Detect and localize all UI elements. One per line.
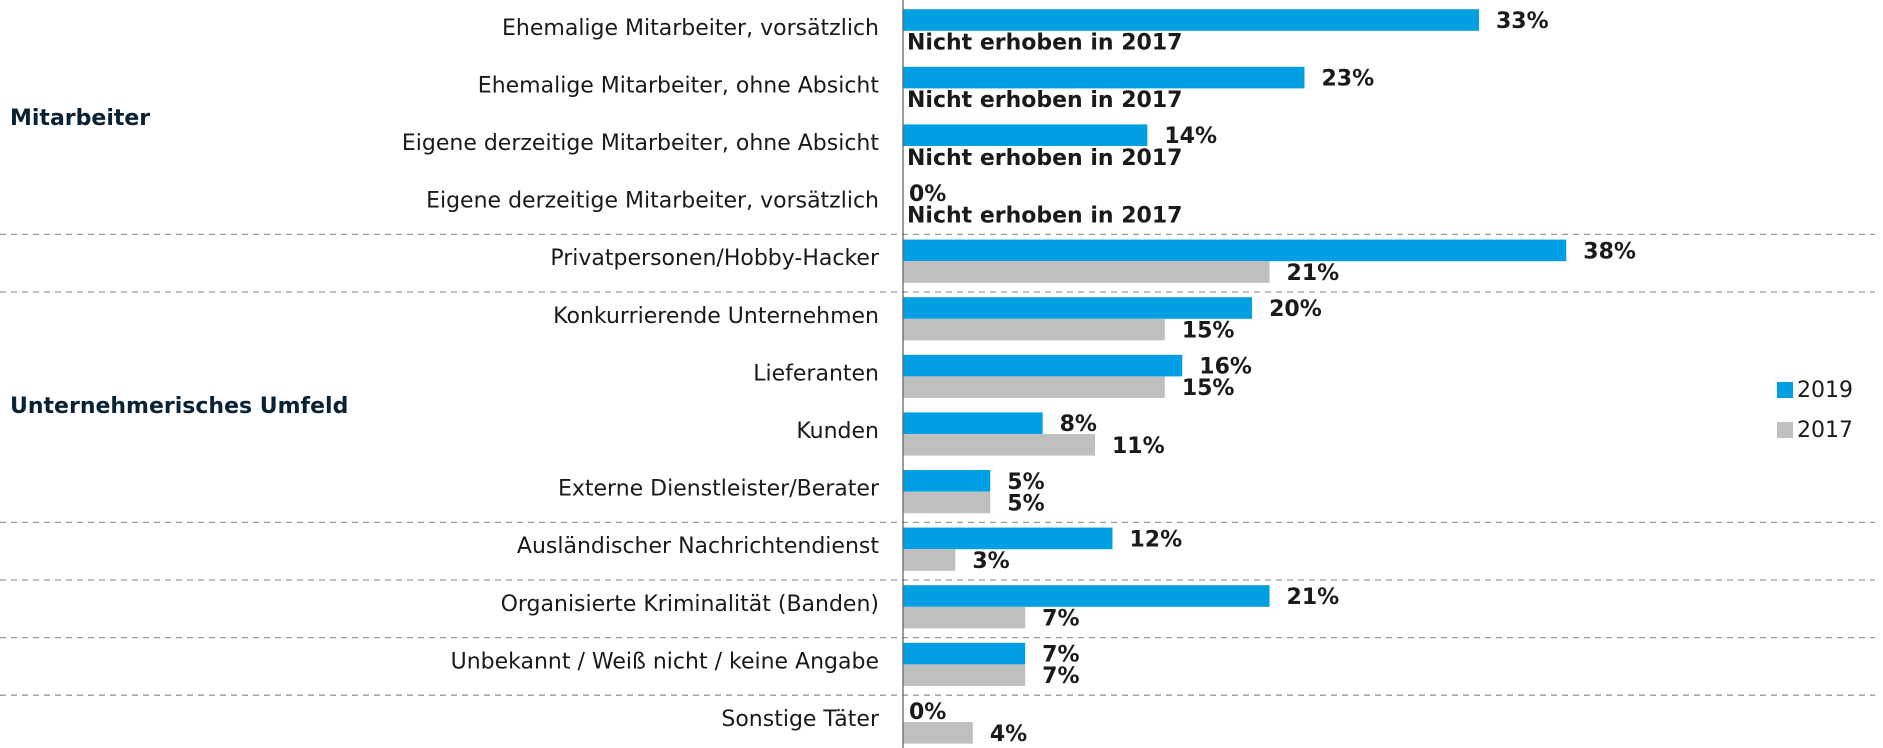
legend-label: 2019 <box>1797 378 1853 403</box>
bar <box>903 664 1026 686</box>
bar <box>903 354 1183 377</box>
value-label: 0% <box>909 182 946 207</box>
value-label: 16% <box>1199 355 1252 380</box>
bar <box>903 297 1253 319</box>
value-label: 7% <box>1042 607 1079 632</box>
value-label: 5% <box>1007 470 1044 495</box>
value-label: 20% <box>1269 297 1322 322</box>
category-label: Eigene derzeitige Mitarbeiter, ohne Absi… <box>402 131 880 156</box>
value-label: 3% <box>972 549 1009 574</box>
value-label: 14% <box>1164 124 1217 149</box>
category-label: Kunden <box>796 419 879 444</box>
group-label: Unternehmerisches Umfeld <box>10 394 348 419</box>
value-label: 7% <box>1042 664 1079 689</box>
category-label: Sonstige Täter <box>721 707 880 732</box>
value-label: 33% <box>1496 9 1549 34</box>
value-label: 8% <box>1060 412 1097 437</box>
bar <box>903 470 991 492</box>
category-label: Ausländischer Nachrichtendienst <box>517 534 879 559</box>
bar <box>903 124 1148 146</box>
bar <box>903 491 991 514</box>
bar <box>903 261 1270 283</box>
bar <box>903 722 973 744</box>
category-label: Privatpersonen/Hobby-Hacker <box>550 246 880 271</box>
value-label: 12% <box>1129 527 1182 552</box>
bar <box>903 585 1270 607</box>
value-label: 15% <box>1182 376 1235 401</box>
value-label: 15% <box>1182 319 1235 344</box>
value-label: 0% <box>909 700 946 725</box>
bar <box>903 549 956 571</box>
category-label: Eigene derzeitige Mitarbeiter, vorsätzli… <box>426 189 879 214</box>
category-label: Ehemalige Mitarbeiter, vorsätzlich <box>502 16 879 41</box>
bar <box>903 527 1113 550</box>
bar <box>903 642 1026 665</box>
bar <box>903 318 1165 341</box>
value-label: Nicht erhoben in 2017 <box>907 146 1182 171</box>
bar <box>903 376 1165 398</box>
category-label: Externe Dienstleister/Berater <box>558 477 880 502</box>
legend-label: 2017 <box>1797 418 1853 443</box>
bar <box>903 239 1567 262</box>
category-label: Unbekannt / Weiß nicht / keine Angabe <box>451 649 879 674</box>
value-label: 7% <box>1042 643 1079 668</box>
category-label: Ehemalige Mitarbeiter, ohne Absicht <box>478 73 880 98</box>
group-label: Mitarbeiter <box>10 106 150 131</box>
value-label: 23% <box>1321 67 1374 92</box>
legend-swatch <box>1777 422 1793 438</box>
value-label: 21% <box>1287 585 1340 610</box>
category-label: Organisierte Kriminalität (Banden) <box>501 592 879 617</box>
bar <box>903 606 1026 629</box>
category-label: Lieferanten <box>753 361 879 386</box>
value-label: 21% <box>1287 261 1340 286</box>
bar <box>903 412 1043 434</box>
bar <box>903 66 1305 89</box>
value-label: Nicht erhoben in 2017 <box>907 88 1182 113</box>
bar <box>903 9 1479 31</box>
value-label: 4% <box>990 722 1027 747</box>
value-label: 5% <box>1007 491 1044 516</box>
category-label: Konkurrierende Unternehmen <box>553 304 879 329</box>
value-label: Nicht erhoben in 2017 <box>907 203 1182 228</box>
value-label: 38% <box>1583 239 1636 264</box>
value-label: 11% <box>1112 434 1165 459</box>
value-label: Nicht erhoben in 2017 <box>907 31 1182 56</box>
legend-swatch <box>1777 382 1793 398</box>
bar <box>903 434 1095 456</box>
